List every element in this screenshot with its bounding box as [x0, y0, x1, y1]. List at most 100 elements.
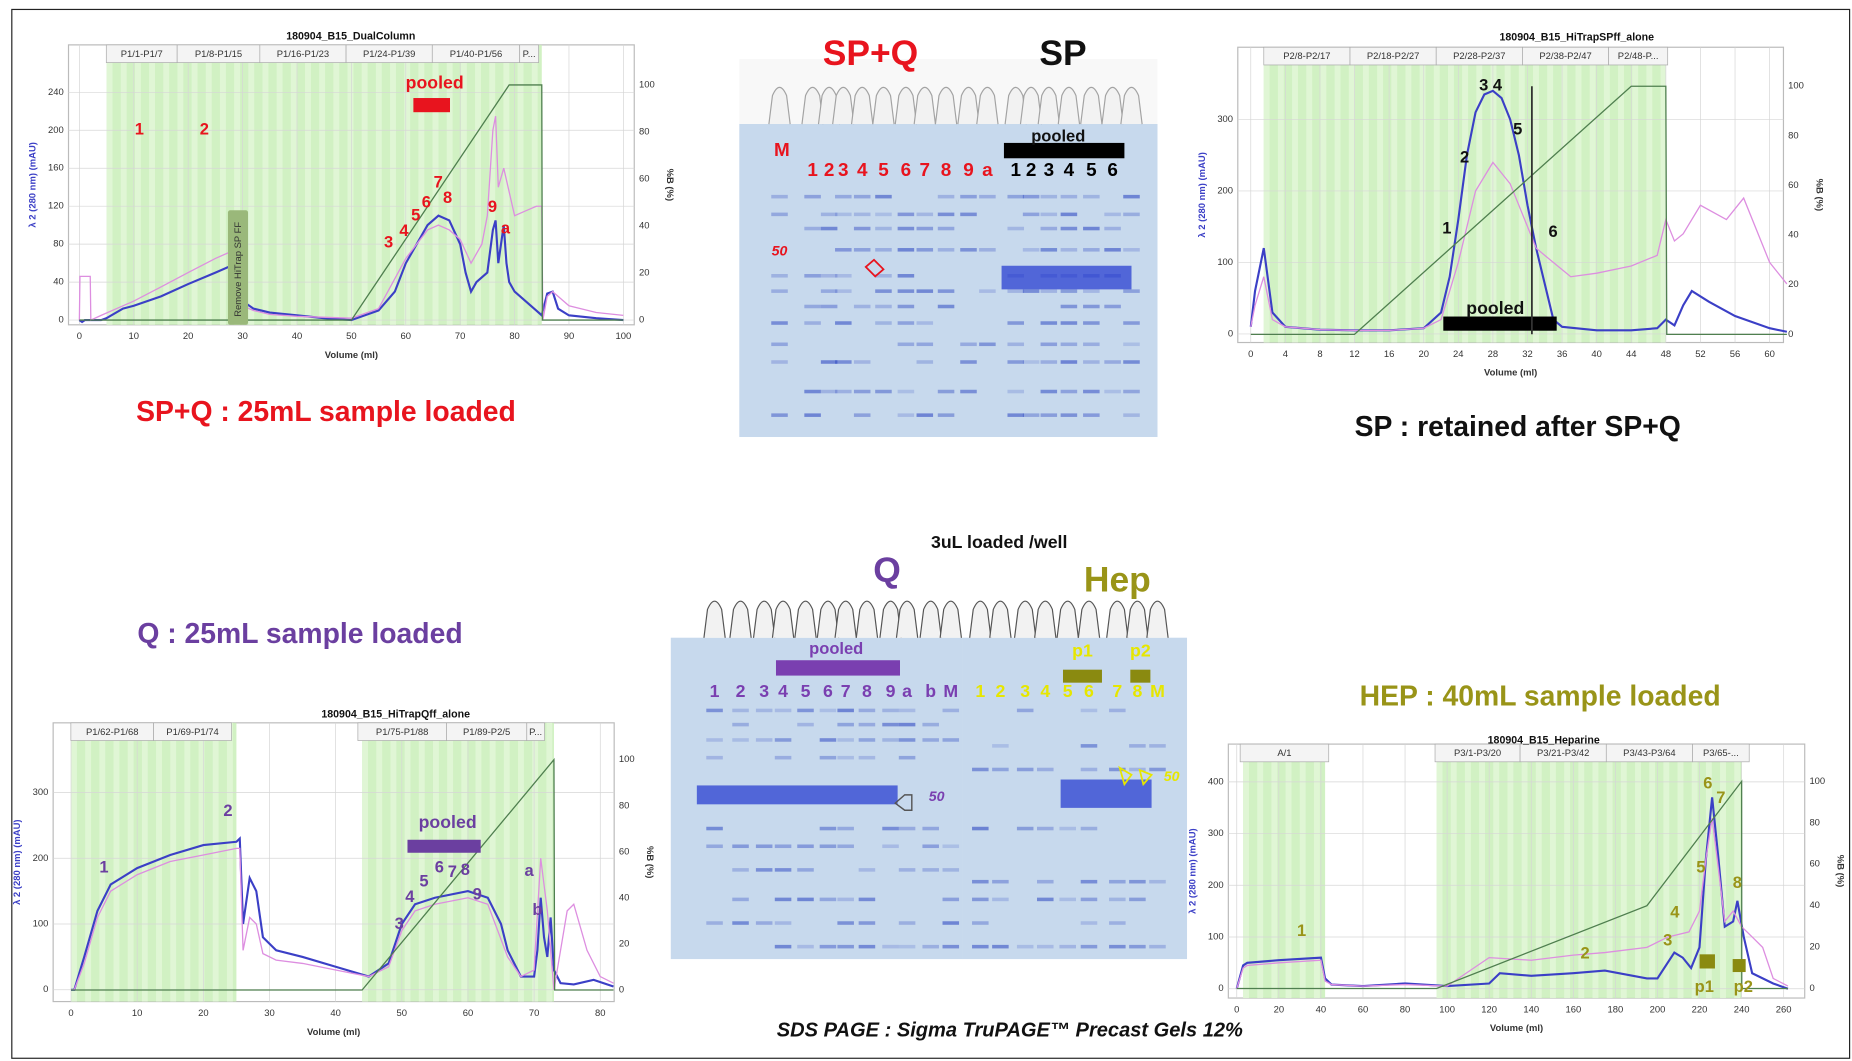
gel-band: [899, 738, 916, 742]
gel-band: [854, 248, 871, 252]
x-tick-label: 40: [292, 331, 303, 342]
annotation: 5: [1513, 119, 1522, 138]
gel-band: [1061, 305, 1078, 309]
gel-band: [1041, 413, 1058, 417]
annotation: 8: [1733, 873, 1742, 892]
gel-band: [854, 195, 871, 199]
fraction-stripe: [135, 45, 141, 325]
gel-band: [775, 738, 792, 742]
gel-band: [859, 945, 876, 949]
x-tick-label: 16: [1384, 349, 1395, 360]
x-tick-label: 70: [455, 331, 466, 342]
fraction-stripe: [1420, 47, 1426, 342]
marker-size: 50: [929, 789, 945, 805]
y2-tick-label: 20: [639, 268, 650, 279]
gel-band: [938, 227, 955, 231]
fraction-stripe: [170, 723, 176, 1002]
gel-well: [1015, 601, 1036, 638]
gel-band: [1123, 413, 1140, 417]
fraction-stripe: [319, 45, 325, 325]
gel-lane-label: 8: [862, 681, 872, 701]
y2-tick-label: 60: [1788, 180, 1799, 191]
gel-band: [882, 844, 899, 848]
gel-well: [1127, 601, 1148, 638]
gel-band: [837, 921, 854, 925]
fraction-stripe: [1320, 47, 1326, 342]
fraction-stripe: [489, 45, 495, 325]
gel-lane-label: 5: [878, 160, 889, 181]
gel-band: [1109, 945, 1126, 949]
gel-band: [1007, 390, 1024, 394]
y-tick-label: 240: [48, 87, 64, 98]
x-tick-label: 36: [1557, 349, 1568, 360]
gel-band: [1061, 360, 1078, 364]
gel-lane-label: 6: [823, 681, 833, 701]
fraction-header-label: P2/8-P2/17: [1283, 51, 1330, 62]
gel-band: [992, 898, 1009, 902]
y2-tick-label: 20: [1809, 942, 1820, 953]
gel-band: [1041, 195, 1058, 199]
gel-band: [917, 343, 934, 347]
gel-band: [820, 844, 837, 848]
annotation: 1: [99, 857, 108, 876]
gel-lane-label: 7: [1112, 681, 1122, 701]
gel-band: [1061, 780, 1152, 808]
annotation: 8: [461, 860, 470, 879]
annotation: 3: [384, 233, 393, 252]
gel-band: [1081, 921, 1098, 925]
gel-band: [820, 756, 837, 760]
gel-band: [938, 195, 955, 199]
fraction-stripe: [213, 723, 219, 1002]
y2-tick-label: 40: [1788, 230, 1799, 241]
gel-band: [875, 390, 892, 394]
gel-band: [960, 248, 977, 252]
gel-band: [1059, 945, 1076, 949]
y-tick-label: 200: [33, 853, 49, 864]
gel-band: [898, 343, 915, 347]
gel-band: [1129, 945, 1146, 949]
gel-band: [756, 868, 773, 872]
fraction-stripe: [128, 723, 134, 1002]
annotation: a: [501, 218, 511, 237]
gel-band: [732, 898, 749, 902]
gel-band: [797, 709, 814, 713]
annotation: p1: [1695, 977, 1714, 996]
x-tick-label: 200: [1650, 1004, 1666, 1015]
y2-axis-label: %B (%): [644, 846, 655, 879]
gel-band: [979, 248, 996, 252]
gel-band: [771, 213, 788, 217]
gel-band: [1123, 195, 1140, 199]
gel-band: [820, 898, 837, 902]
gel-lane-label: 2: [736, 681, 746, 701]
annotation: 7: [434, 172, 443, 191]
fraction-stripe: [206, 45, 212, 325]
gel-well: [1078, 601, 1099, 638]
gel-band: [1083, 305, 1100, 309]
gel-band: [771, 289, 788, 293]
gel-top: [739, 59, 1157, 124]
gel-band: [1002, 266, 1132, 290]
y-axis-label: λ 2 (280 nm) (mAU): [1187, 828, 1198, 913]
fraction-header-label: P2/38-P2/47: [1539, 51, 1591, 62]
gel-band: [1023, 413, 1040, 417]
gel-lane-label: 1: [710, 681, 720, 701]
caption: Q : 25mL sample loaded: [137, 618, 462, 650]
gel-band: [917, 248, 934, 252]
annotation: 2: [223, 801, 232, 820]
gel-band: [821, 289, 838, 293]
gel-band: [1037, 768, 1054, 772]
y2-axis-label: %B (%): [664, 169, 675, 202]
fraction-stripe: [71, 723, 77, 1002]
fraction-stripe: [1632, 47, 1638, 342]
gel-band: [732, 868, 749, 872]
fraction-stripe: [156, 723, 162, 1002]
gel-band: [898, 248, 915, 252]
x-tick-label: 28: [1488, 349, 1499, 360]
gel-note: 3uL loaded /well: [931, 532, 1067, 552]
y2-tick-label: 100: [1788, 81, 1804, 92]
x-tick-label: 100: [1439, 1004, 1455, 1015]
gel-band: [898, 274, 915, 278]
x-tick-label: 24: [1453, 349, 1464, 360]
y-tick-label: 200: [48, 125, 64, 136]
gel-band: [859, 738, 876, 742]
